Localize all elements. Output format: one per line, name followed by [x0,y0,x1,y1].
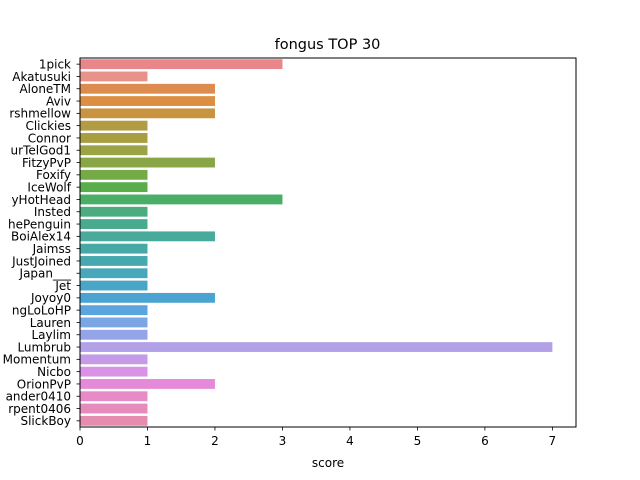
category-label: Nicbo [37,365,71,379]
bar-14 [80,231,215,242]
category-label: Jaimss [32,242,71,256]
bar-26 [80,379,215,389]
category-label: Japan___ [19,267,72,281]
bar-0 [80,59,283,70]
bar-1 [80,71,148,82]
bar-19 [80,292,215,303]
x-tick-label: 1 [144,434,152,448]
bar-12 [80,206,148,217]
category-label: Clickies [25,119,71,133]
bar-9 [80,169,148,180]
category-label: Lumbrub [17,340,71,354]
category-label: rshmellow [9,107,71,121]
bar-23 [80,342,553,352]
chart-title: fongus TOP 30 [275,37,381,53]
bar-29 [80,415,148,426]
bar-2 [80,83,215,94]
category-label: 1pick [39,57,71,71]
category-label: AloneTM [19,82,71,96]
x-tick-label: 6 [481,434,489,448]
category-label: Momentum [3,353,71,367]
bar-6 [80,133,148,143]
bar-10 [80,182,148,193]
bar-24 [80,354,148,365]
bar-27 [80,391,148,402]
category-label: Jet [54,279,71,293]
category-label: Laylim [32,328,72,342]
category-label: JustJoined [11,254,71,268]
bar-5 [80,120,148,131]
category-label: ngLoLoHP [12,303,71,317]
x-tick-label: 3 [279,434,287,448]
bar-25 [80,366,148,377]
bar-16 [80,256,148,266]
bar-7 [80,145,148,156]
category-label: Joyoy0 [30,291,71,305]
category-label: Aviv [46,94,71,108]
x-tick-label: 7 [549,434,557,448]
category-label: BoiAlex14 [11,230,71,244]
category-label: Akatusuki [12,70,71,84]
category-label: Foxify [36,168,71,182]
category-label: FitzyPvP [22,156,71,170]
bar-11 [80,194,283,205]
category-label: hePenguin [8,217,71,231]
x-tick-label: 2 [211,434,219,448]
category-label: ander0410 [6,390,71,404]
category-labels: 1pickAkatusukiAloneTMAvivrshmellowClicki… [3,57,80,428]
x-axis-ticks: 0 1 2 3 4 5 6 7 [76,427,556,448]
x-tick-label: 4 [346,434,354,448]
category-label: IceWolf [27,180,71,194]
bar-8 [80,157,215,168]
category-label: yHotHead [11,193,71,207]
x-tick-label: 0 [76,434,84,448]
bar-17 [80,268,148,279]
bar-13 [80,219,148,229]
bar-15 [80,243,148,254]
category-label: Insted [34,205,71,219]
category-label: Connor [28,131,71,145]
bar-4 [80,108,215,119]
category-label: urTelGod1 [11,144,71,158]
x-axis-title: score [312,456,344,470]
plot-frame [79,57,577,428]
category-label: OrionPvP [17,377,71,391]
bar-20 [80,305,148,316]
bar-3 [80,96,215,106]
bar-22 [80,329,148,340]
category-label: Lauren [30,316,71,330]
category-label: SlickBoy [20,414,71,428]
category-label: rpent0406 [8,402,71,416]
bar-28 [80,403,148,414]
bars-group [80,59,553,426]
bar-18 [80,280,148,291]
x-tick-label: 5 [414,434,422,448]
bar-21 [80,317,148,328]
